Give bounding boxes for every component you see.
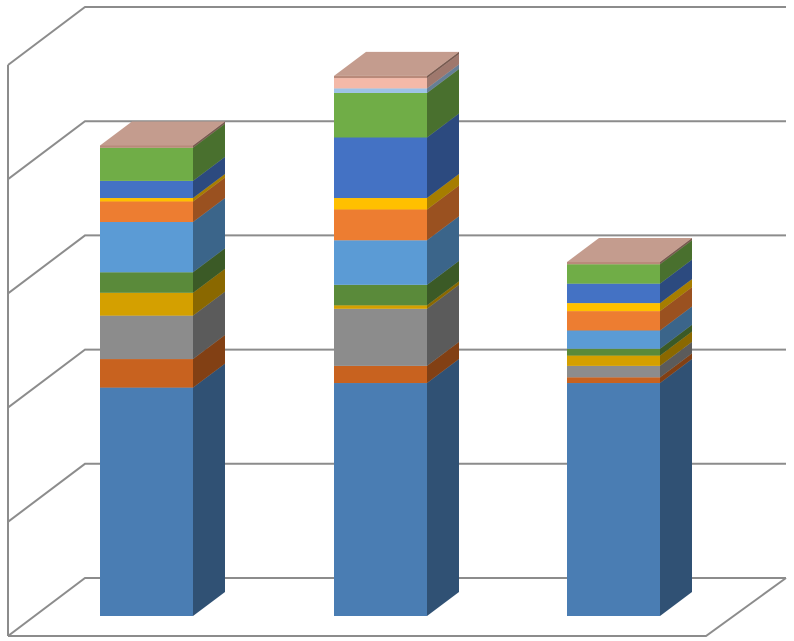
- bar-side: [427, 64, 459, 93]
- bar-side: [427, 260, 459, 306]
- bar-side: [193, 123, 225, 181]
- bar-segment: [334, 92, 427, 138]
- bar-segment: [567, 303, 660, 312]
- bar-side: [427, 281, 459, 309]
- bar-side: [660, 237, 692, 265]
- bar-side: [427, 174, 459, 210]
- bar-side: [427, 359, 459, 616]
- grid-line: [7, 120, 786, 180]
- bar-segment: [334, 209, 427, 241]
- bar-segment: [567, 283, 660, 304]
- bar-side: [660, 306, 692, 349]
- grid-line: [7, 348, 786, 409]
- bar-side: [193, 121, 225, 148]
- bar-side: [427, 216, 459, 285]
- bar-side: [660, 341, 692, 378]
- bar-segment: [567, 264, 660, 284]
- bar-side: [427, 68, 459, 138]
- bar-segment: [100, 359, 193, 388]
- bar-side: [660, 331, 692, 366]
- bar-segment: [567, 377, 660, 384]
- bar-segment: [334, 305, 427, 309]
- bar-segment: [334, 383, 427, 616]
- floor: [8, 577, 787, 637]
- bar-segment: [567, 365, 660, 378]
- grid-line: [7, 234, 786, 295]
- bar-top: [567, 237, 692, 262]
- bar-side: [660, 287, 692, 331]
- bar-side: [193, 177, 225, 223]
- grid-line: [7, 577, 786, 637]
- bar-top: [100, 121, 225, 146]
- bar-segment: [334, 137, 427, 199]
- bar-segment: [334, 365, 427, 384]
- bar-segment: [100, 292, 193, 316]
- bar-segment: [100, 180, 193, 199]
- bar-side: [193, 363, 225, 616]
- bar-segment: [100, 272, 193, 293]
- bar-segment: [567, 383, 660, 616]
- bar-side: [660, 259, 692, 304]
- bar-side: [660, 324, 692, 356]
- grid-line: [7, 6, 786, 66]
- bar-side: [193, 156, 225, 199]
- bar-side: [427, 185, 459, 241]
- bar-segment: [100, 198, 193, 202]
- bar-side: [427, 113, 459, 199]
- bar-segment: [567, 355, 660, 366]
- bar-side: [427, 54, 459, 89]
- bar-segment: [334, 240, 427, 285]
- grid-line: [7, 462, 786, 523]
- bar-segment: [334, 308, 427, 366]
- bar-side: [660, 359, 692, 616]
- bar-side: [193, 335, 225, 388]
- bar-segment: [334, 78, 427, 89]
- bar-segment: [100, 315, 193, 360]
- bar-side: [660, 353, 692, 384]
- bar-segment: [567, 348, 660, 356]
- bar-side: [427, 284, 459, 366]
- bar-side: [193, 174, 225, 202]
- bar-side: [193, 198, 225, 273]
- bar-segment: [100, 145, 193, 148]
- bar-segment: [100, 201, 193, 223]
- grid: [7, 6, 787, 637]
- bar-segment: [334, 75, 427, 79]
- bar-segment: [100, 222, 193, 273]
- bar-segment: [100, 147, 193, 181]
- bar-segment: [567, 311, 660, 331]
- bar-side: [427, 341, 459, 384]
- bar-segment: [334, 284, 427, 306]
- bar-side: [193, 248, 225, 293]
- bar-segment: [100, 387, 193, 616]
- bar-side: [427, 51, 459, 79]
- bar-segment: [567, 261, 660, 265]
- bar-side: [660, 240, 692, 284]
- bars: [100, 51, 692, 616]
- bar-side: [193, 291, 225, 360]
- bar-segment: [334, 88, 427, 93]
- bar-side: [660, 279, 692, 312]
- bar-top: [334, 51, 459, 76]
- bar-segment: [334, 198, 427, 210]
- bar-segment: [567, 330, 660, 349]
- bar-side: [193, 268, 225, 316]
